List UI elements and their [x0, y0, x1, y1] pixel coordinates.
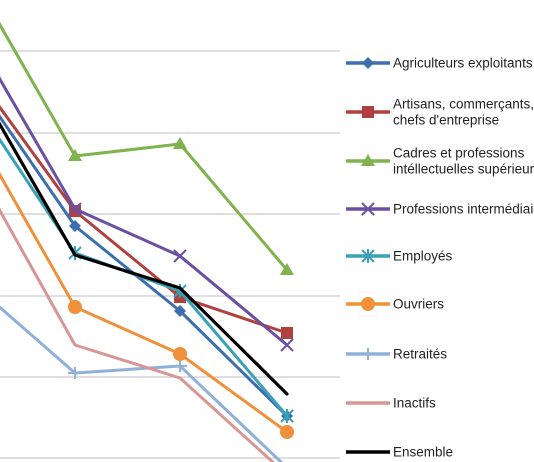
- data-point-cadres-et-professions-intellectuelles-superieures-1: [68, 149, 82, 161]
- series-line-inactifs: [0, 207, 275, 462]
- legend-marker-employes: [361, 249, 375, 263]
- series-retraites: [0, 305, 284, 462]
- legend-label-ouvriers: Ouvriers: [393, 297, 444, 312]
- legend-label-inactifs: Inactifs: [393, 396, 436, 411]
- data-point-professions-intermediaires-2: [173, 249, 187, 263]
- series-line-retraites: [0, 305, 284, 462]
- data-point-cadres-et-professions-intellectuelles-superieures-2: [173, 137, 187, 149]
- series-inactifs: [0, 207, 275, 462]
- legend-marker-professions-intermediaires: [361, 202, 375, 216]
- series-professions-intermediaires: [0, 76, 294, 352]
- legend-label-retraites: Retraités: [393, 347, 447, 362]
- series-ouvriers: [0, 172, 294, 439]
- series-line-ouvriers: [0, 172, 289, 434]
- series-line-cadres-et-professions-intellectuelles-superieures: [0, 21, 289, 272]
- series-line-agriculteurs-exploitants: [0, 114, 289, 418]
- series-line-professions-intermediaires: [0, 76, 289, 347]
- series-lines: [0, 21, 294, 462]
- legend-label-artisans-commercants-chefs-d-entreprise-line-0: Artisans, commerçants,: [393, 97, 534, 112]
- data-point-ouvriers-1: [68, 300, 82, 314]
- legend-label-cadres-et-professions-intellectuelles-superieures-line-0: Cadres et professions: [393, 146, 525, 161]
- data-point-ouvriers-2: [173, 347, 187, 361]
- legend-marker-retraites: [361, 348, 375, 360]
- legend-item-ensemble: Ensemble: [346, 445, 453, 460]
- legend-item-agriculteurs-exploitants: Agriculteurs exploitants: [346, 56, 533, 71]
- legend-marker-cadres-et-professions-intellectuelles-superieures: [361, 154, 375, 166]
- data-point-retraites-1: [68, 367, 82, 379]
- series-artisans-commercants-chefs-d-entreprise: [0, 105, 293, 339]
- data-point-agriculteurs-exploitants-2: [174, 305, 186, 317]
- series-line-ensemble: [0, 121, 289, 396]
- legend-item-inactifs: Inactifs: [346, 396, 436, 411]
- gridlines: [0, 50, 340, 459]
- legend-item-retraites: Retraités: [346, 347, 447, 362]
- legend-label-professions-intermediaires: Professions intermédiaires: [393, 202, 534, 217]
- data-point-retraites-2: [173, 360, 187, 372]
- data-point-artisans-commercants-chefs-d-entreprise-1: [69, 205, 81, 217]
- data-point-professions-intermediaires-1: [68, 202, 82, 216]
- legend-item-employes: Employés: [346, 249, 453, 264]
- data-point-ouvriers-3: [280, 425, 294, 439]
- series-ensemble: [0, 121, 289, 396]
- legend-label-agriculteurs-exploitants: Agriculteurs exploitants: [393, 56, 533, 71]
- legend-label-employes: Employés: [393, 249, 453, 264]
- data-point-professions-intermediaires-3: [280, 338, 294, 352]
- legend-marker-agriculteurs-exploitants: [362, 57, 374, 69]
- data-point-agriculteurs-exploitants-1: [69, 220, 81, 232]
- legend-marker-artisans-commercants-chefs-d-entreprise: [362, 106, 374, 118]
- legend-item-artisans-commercants-chefs-d-entreprise: Artisans, commerçants,chefs d'entreprise: [346, 97, 534, 128]
- legend-label-ensemble: Ensemble: [393, 445, 453, 460]
- data-point-artisans-commercants-chefs-d-entreprise-3: [281, 327, 293, 339]
- data-point-employes-3: [280, 409, 294, 423]
- legend-item-professions-intermediaires: Professions intermédiaires: [346, 202, 534, 217]
- data-point-cadres-et-professions-intellectuelles-superieures-3: [280, 263, 294, 275]
- legend-label-cadres-et-professions-intellectuelles-superieures-line-1: intéllectuelles supérieures: [393, 162, 534, 177]
- legend-marker-ouvriers: [361, 297, 375, 311]
- legend: Agriculteurs exploitants Artisans, commer…: [346, 56, 534, 460]
- legend-item-ouvriers: Ouvriers: [346, 297, 444, 312]
- legend-label-artisans-commercants-chefs-d-entreprise-line-1: chefs d'entreprise: [393, 113, 499, 128]
- series-line-artisans-commercants-chefs-d-entreprise: [0, 105, 289, 335]
- series-cadres-et-professions-intellectuelles-superieures: [0, 21, 294, 275]
